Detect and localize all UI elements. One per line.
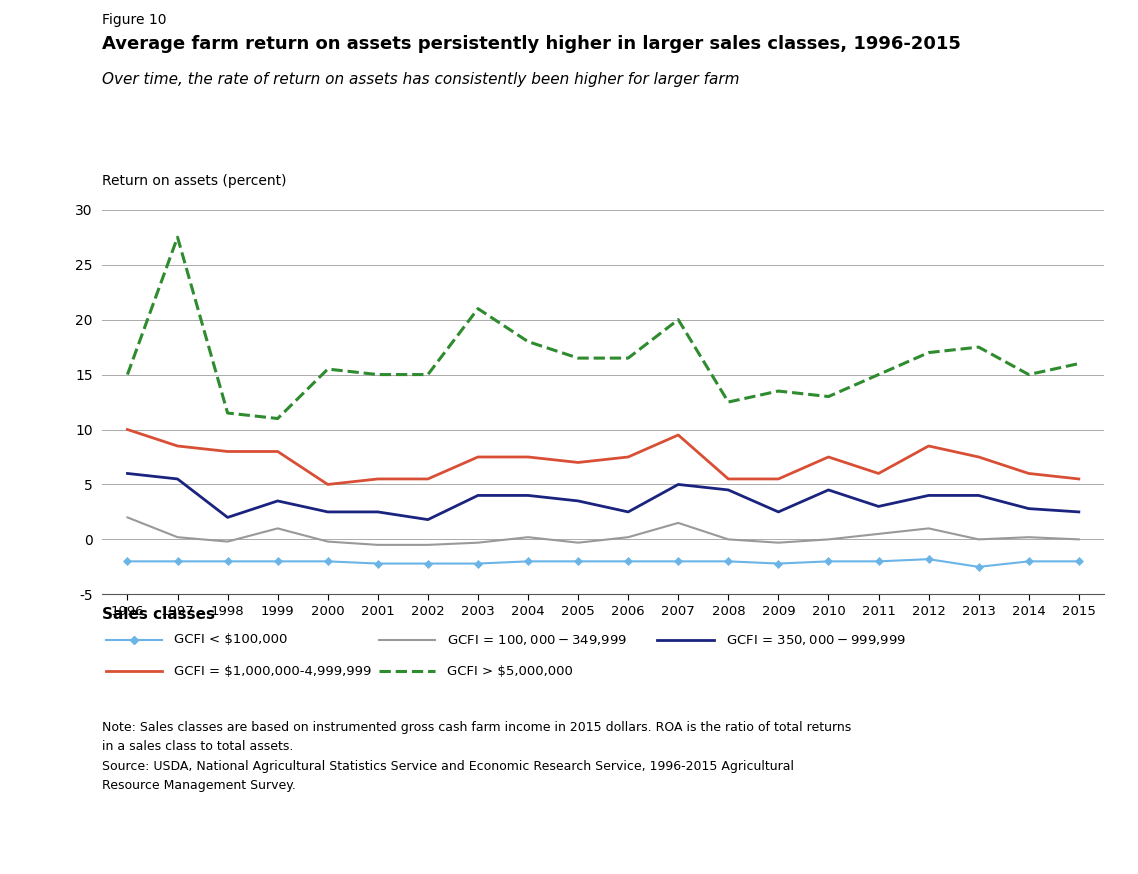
Text: GCFI = $350,000-$999,999: GCFI = $350,000-$999,999 <box>726 633 906 647</box>
Text: in a sales class to total assets.: in a sales class to total assets. <box>102 740 294 753</box>
Text: Return on assets (percent): Return on assets (percent) <box>102 174 287 188</box>
Text: Figure 10: Figure 10 <box>102 13 167 27</box>
Text: Note: Sales classes are based on instrumented gross cash farm income in 2015 dol: Note: Sales classes are based on instrum… <box>102 721 851 734</box>
Text: Over time, the rate of return on assets has consistently been higher for larger : Over time, the rate of return on assets … <box>102 72 740 87</box>
Text: Resource Management Survey.: Resource Management Survey. <box>102 779 296 792</box>
Text: GCFI > $5,000,000: GCFI > $5,000,000 <box>447 665 574 677</box>
Text: Source: USDA, National Agricultural Statistics Service and Economic Research Ser: Source: USDA, National Agricultural Stat… <box>102 760 794 773</box>
Text: GCFI = $1,000,000-4,999,999: GCFI = $1,000,000-4,999,999 <box>174 665 371 677</box>
Text: GCFI < $100,000: GCFI < $100,000 <box>174 634 288 646</box>
Text: GCFI = $100,000-$349,999: GCFI = $100,000-$349,999 <box>447 633 627 647</box>
Text: Average farm return on assets persistently higher in larger sales classes, 1996-: Average farm return on assets persistent… <box>102 35 962 53</box>
Text: Sales classes: Sales classes <box>102 607 215 622</box>
